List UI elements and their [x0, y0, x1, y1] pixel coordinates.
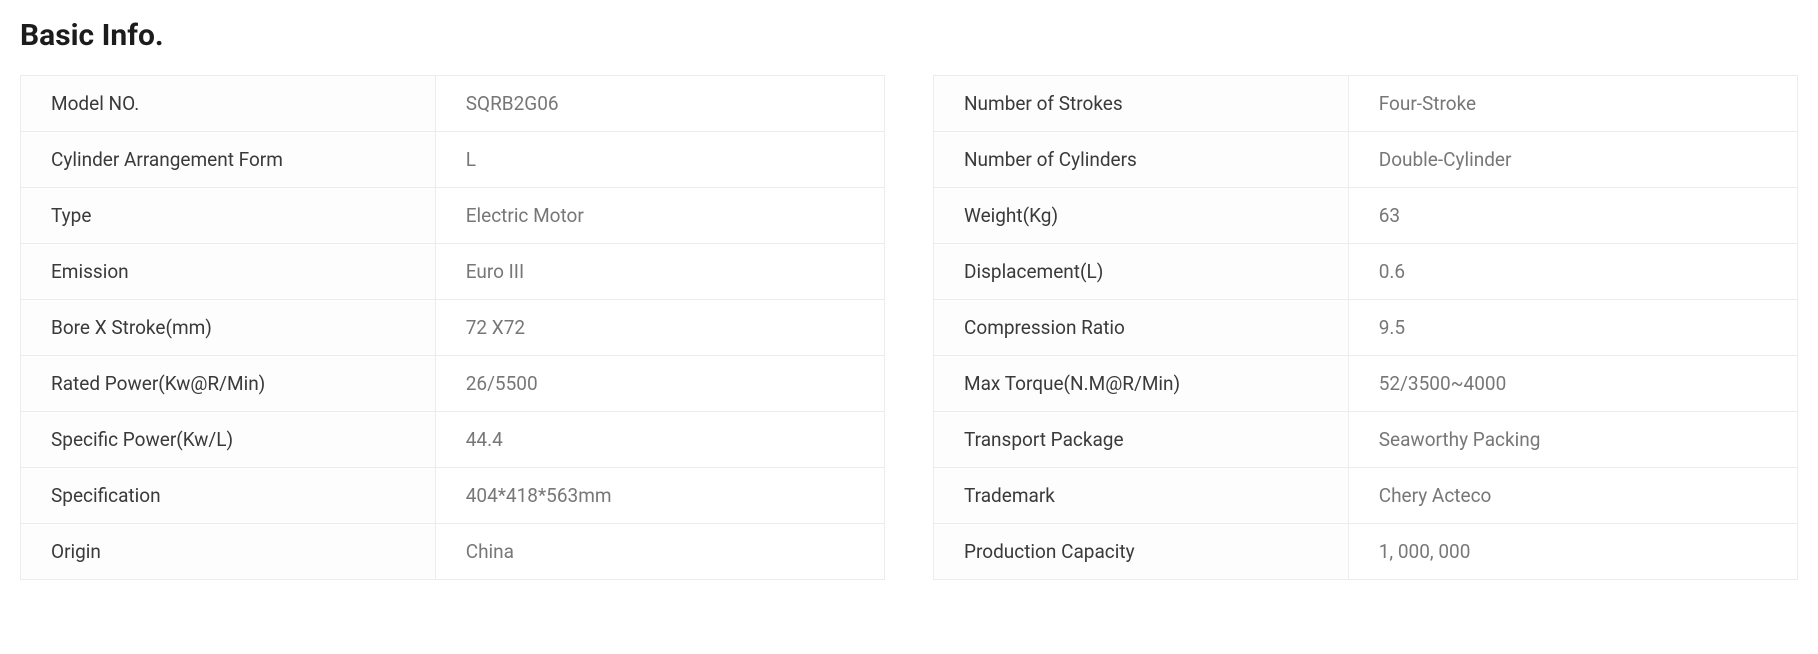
spec-label: Rated Power(Kw@R/Min): [21, 356, 436, 412]
spec-label: Weight(Kg): [934, 188, 1349, 244]
table-row: Specification404*418*563mm: [21, 468, 885, 524]
table-row: Rated Power(Kw@R/Min)26/5500: [21, 356, 885, 412]
spec-value: 72 X72: [435, 300, 884, 356]
spec-label: Compression Ratio: [934, 300, 1349, 356]
table-row: Max Torque(N.M@R/Min)52/3500~4000: [934, 356, 1798, 412]
table-row: TypeElectric Motor: [21, 188, 885, 244]
table-row: Number of StrokesFour-Stroke: [934, 76, 1798, 132]
spec-label: Bore X Stroke(mm): [21, 300, 436, 356]
table-row: Production Capacity1, 000, 000: [934, 524, 1798, 580]
spec-value: SQRB2G06: [435, 76, 884, 132]
table-row: EmissionEuro III: [21, 244, 885, 300]
spec-label: Type: [21, 188, 436, 244]
table-row: Displacement(L)0.6: [934, 244, 1798, 300]
spec-label: Cylinder Arrangement Form: [21, 132, 436, 188]
spec-value: Seaworthy Packing: [1348, 412, 1797, 468]
spec-value: Electric Motor: [435, 188, 884, 244]
spec-value: 63: [1348, 188, 1797, 244]
table-row: Model NO.SQRB2G06: [21, 76, 885, 132]
spec-table-left: Model NO.SQRB2G06 Cylinder Arrangement F…: [20, 75, 885, 580]
spec-label: Number of Cylinders: [934, 132, 1349, 188]
table-row: Transport PackageSeaworthy Packing: [934, 412, 1798, 468]
spec-value: 52/3500~4000: [1348, 356, 1797, 412]
table-row: Weight(Kg)63: [934, 188, 1798, 244]
table-row: Compression Ratio9.5: [934, 300, 1798, 356]
table-row: Number of CylindersDouble-Cylinder: [934, 132, 1798, 188]
spec-value: China: [435, 524, 884, 580]
spec-value: 44.4: [435, 412, 884, 468]
table-row: TrademarkChery Acteco: [934, 468, 1798, 524]
spec-table-right: Number of StrokesFour-Stroke Number of C…: [933, 75, 1798, 580]
spec-value: 1, 000, 000: [1348, 524, 1797, 580]
spec-label: Production Capacity: [934, 524, 1349, 580]
spec-value: 9.5: [1348, 300, 1797, 356]
spec-label: Transport Package: [934, 412, 1349, 468]
spec-label: Number of Strokes: [934, 76, 1349, 132]
spec-label: Specification: [21, 468, 436, 524]
spec-value: Chery Acteco: [1348, 468, 1797, 524]
table-row: OriginChina: [21, 524, 885, 580]
spec-label: Max Torque(N.M@R/Min): [934, 356, 1349, 412]
table-row: Specific Power(Kw/L)44.4: [21, 412, 885, 468]
spec-label: Displacement(L): [934, 244, 1349, 300]
spec-value: Euro III: [435, 244, 884, 300]
section-title: Basic Info.: [20, 18, 1798, 53]
spec-label: Specific Power(Kw/L): [21, 412, 436, 468]
spec-value: 26/5500: [435, 356, 884, 412]
table-row: Bore X Stroke(mm)72 X72: [21, 300, 885, 356]
spec-value: Four-Stroke: [1348, 76, 1797, 132]
spec-value: L: [435, 132, 884, 188]
spec-label: Trademark: [934, 468, 1349, 524]
spec-label: Emission: [21, 244, 436, 300]
spec-value: 0.6: [1348, 244, 1797, 300]
table-row: Cylinder Arrangement FormL: [21, 132, 885, 188]
spec-label: Origin: [21, 524, 436, 580]
spec-value: 404*418*563mm: [435, 468, 884, 524]
spec-tables-container: Model NO.SQRB2G06 Cylinder Arrangement F…: [20, 75, 1798, 580]
spec-label: Model NO.: [21, 76, 436, 132]
spec-value: Double-Cylinder: [1348, 132, 1797, 188]
